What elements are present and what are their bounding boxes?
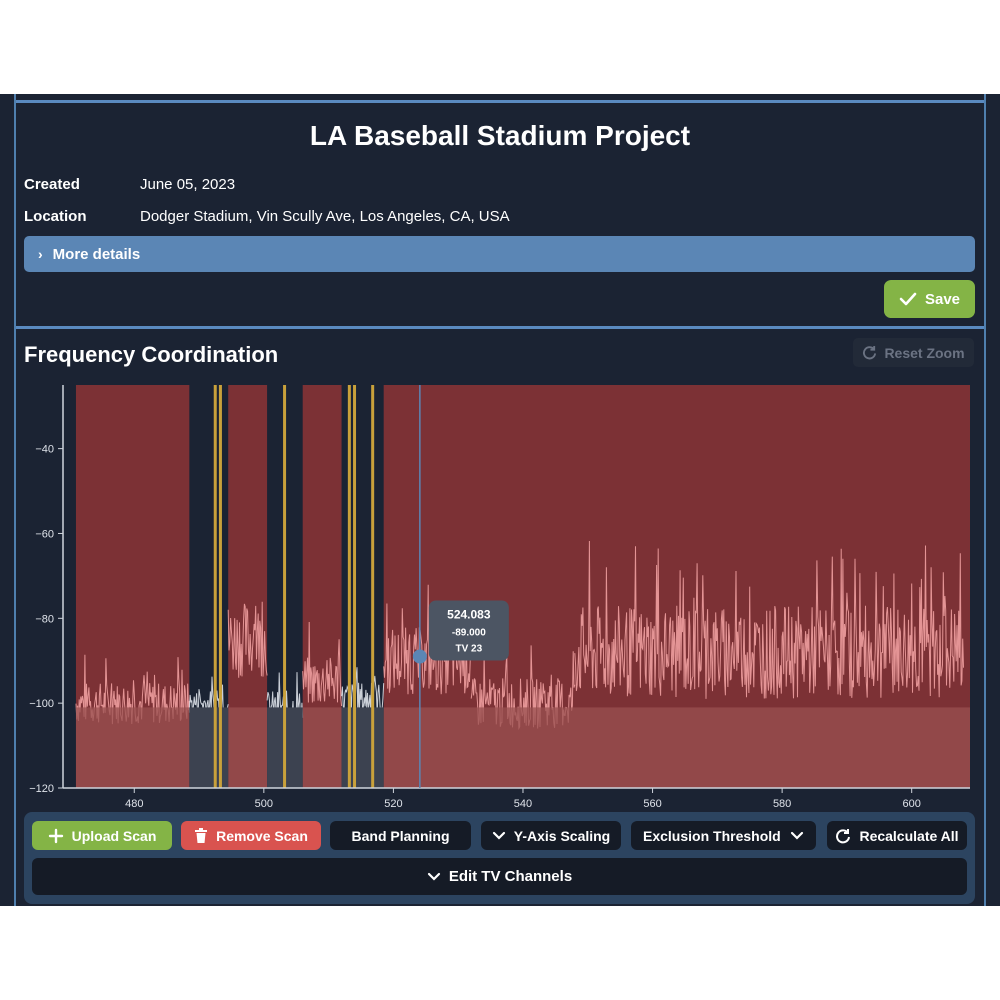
app-window: LA Baseball Stadium Project Created June… xyxy=(0,94,1000,906)
y-tick-label: −60 xyxy=(35,528,54,540)
recalculate-all-label: Recalculate All xyxy=(859,827,959,844)
refresh-icon xyxy=(836,828,851,843)
save-label: Save xyxy=(924,290,961,308)
x-tick-label: 580 xyxy=(773,798,791,809)
x-tick-label: 600 xyxy=(903,798,921,809)
band-planning-button[interactable]: Band Planning xyxy=(330,821,471,850)
more-details-label: More details xyxy=(52,245,141,263)
frequency-chart[interactable]: −40 −60 −80 −100 −120 480 500 520 540 560 580 600 5… xyxy=(0,379,1000,809)
remove-scan-label: Remove Scan xyxy=(216,827,308,844)
below-threshold-zone xyxy=(75,707,190,788)
chevron-right-icon: › xyxy=(38,246,43,262)
below-threshold-zone xyxy=(383,707,970,788)
x-tick-label: 560 xyxy=(643,798,661,809)
chart-axes: −40 −60 −80 −100 −120 480 500 520 540 560 580 600 xyxy=(29,385,970,809)
x-tick-label: 500 xyxy=(255,798,273,809)
top-divider xyxy=(16,100,984,103)
reset-zoom-button[interactable]: Reset Zoom xyxy=(853,338,974,367)
chevron-down-icon xyxy=(790,831,804,840)
cursor-point xyxy=(412,649,427,664)
remove-scan-button[interactable]: Remove Scan xyxy=(181,821,321,850)
tooltip-channel: TV 23 xyxy=(456,643,483,654)
reset-zoom-label: Reset Zoom xyxy=(884,344,965,361)
scan-trace-segment xyxy=(227,601,268,678)
x-tick-label: 480 xyxy=(125,798,143,809)
y-tick-label: −120 xyxy=(29,783,54,795)
y-tick-label: −100 xyxy=(29,698,54,710)
upload-scan-label: Upload Scan xyxy=(71,827,157,844)
plus-icon xyxy=(48,828,63,843)
cursor-tooltip xyxy=(428,600,509,661)
created-value: June 05, 2023 xyxy=(140,176,236,193)
left-border xyxy=(14,94,16,906)
more-details-toggle[interactable]: › More details xyxy=(24,236,975,272)
x-tick-label: 540 xyxy=(514,798,532,809)
cursor-group: 524.083 -89.000 TV 23 xyxy=(412,385,509,788)
y-axis-scaling-label: Y-Axis Scaling xyxy=(513,827,611,844)
refresh-icon xyxy=(863,345,877,360)
right-border xyxy=(984,94,986,906)
exclusion-threshold-select[interactable]: Exclusion Threshold xyxy=(631,821,816,850)
scan-trace-segment xyxy=(574,540,964,699)
upload-scan-button[interactable]: Upload Scan xyxy=(32,821,172,850)
y-tick-label: −40 xyxy=(35,444,54,456)
save-button[interactable]: Save xyxy=(884,280,975,318)
project-title: LA Baseball Stadium Project xyxy=(309,120,691,151)
trash-icon xyxy=(195,827,208,843)
recalculate-all-button[interactable]: Recalculate All xyxy=(827,821,967,850)
exclusion-threshold-label: Exclusion Threshold xyxy=(643,827,781,844)
tooltip-frequency: 524.083 xyxy=(447,607,491,621)
y-tick-label: −80 xyxy=(35,613,54,625)
scan-trace-segment xyxy=(383,584,472,695)
y-axis-scaling-button[interactable]: Y-Axis Scaling xyxy=(481,821,621,850)
tooltip-level: -89.000 xyxy=(452,627,486,638)
band-planning-label: Band Planning xyxy=(351,827,450,844)
chevron-down-icon xyxy=(427,872,440,881)
scan-trace-segment xyxy=(302,621,343,707)
edit-tv-channels-label: Edit TV Channels xyxy=(448,868,573,885)
scan-trace-segment xyxy=(75,654,190,725)
threshold-shading xyxy=(75,707,970,788)
below-threshold-zone xyxy=(302,707,342,788)
frequency-coordination-title: Frequency Coordination xyxy=(24,342,279,367)
created-label: Created xyxy=(24,176,80,193)
below-threshold-gap xyxy=(189,707,229,788)
edit-tv-channels-toggle[interactable]: Edit TV Channels xyxy=(32,858,967,895)
location-value: Dodger Stadium, Vin Scully Ave, Los Ange… xyxy=(140,208,510,225)
section-divider xyxy=(16,326,984,329)
location-label: Location xyxy=(24,208,87,225)
check-icon xyxy=(899,292,917,306)
chevron-down-icon xyxy=(492,831,505,840)
x-tick-label: 520 xyxy=(384,798,402,809)
below-threshold-zone xyxy=(228,707,268,788)
frequency-markers xyxy=(213,385,375,788)
